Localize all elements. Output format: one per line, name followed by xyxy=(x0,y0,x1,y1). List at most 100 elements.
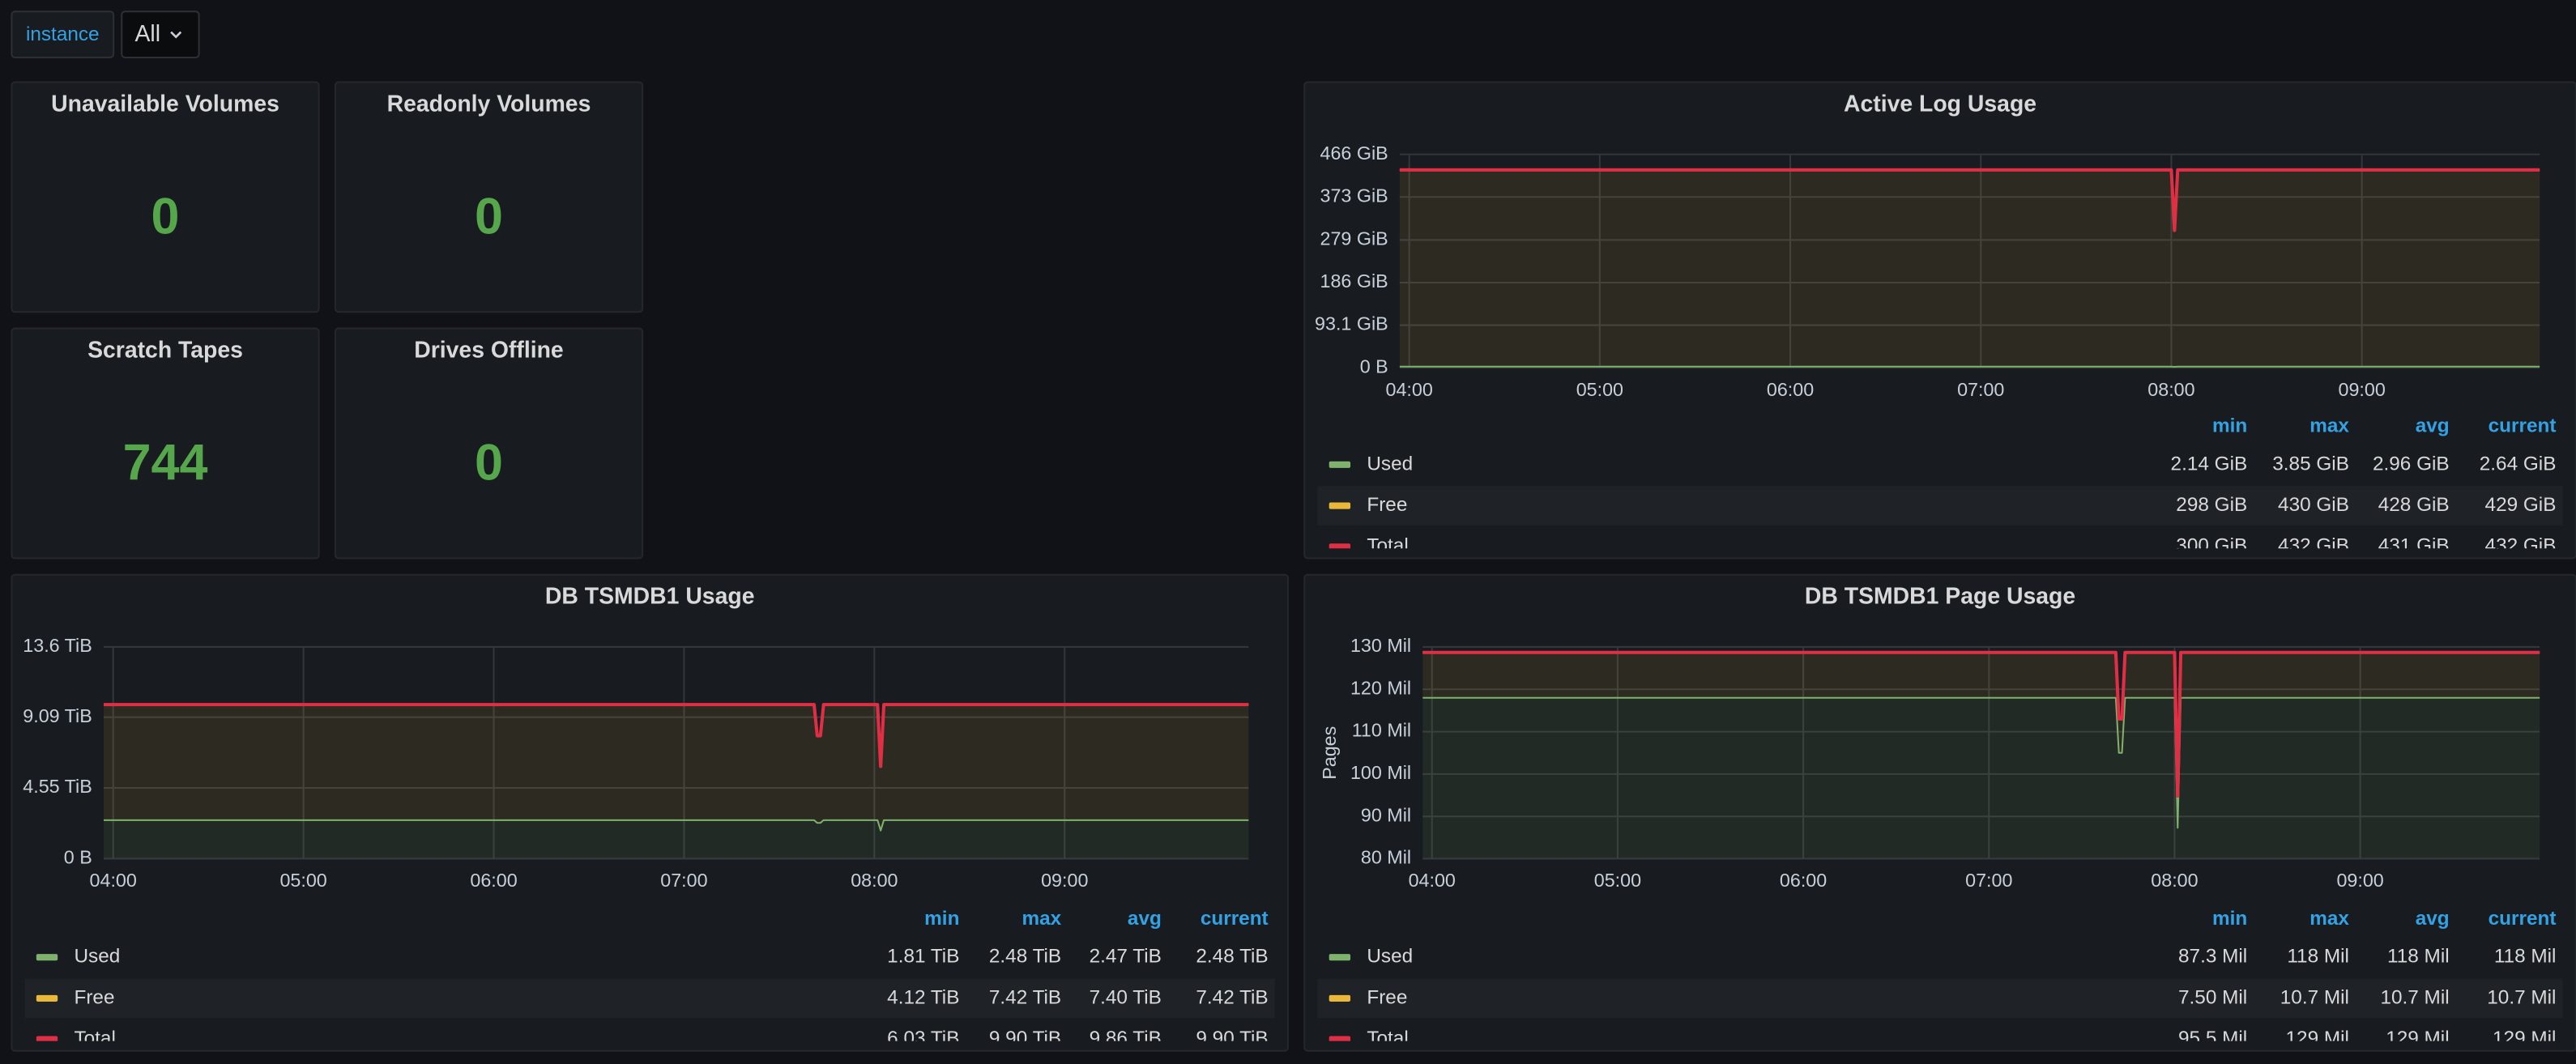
x-tick-label: 05:00 xyxy=(1576,379,1623,400)
legend-stat: 118 Mil xyxy=(2387,946,2450,968)
legend-stat: 428 GiB xyxy=(2378,494,2450,516)
y-tick-label: 120 Mil xyxy=(1350,677,1411,698)
legend-stat: 7.40 TiB xyxy=(1090,986,1162,1008)
panel-title: Scratch Tapes xyxy=(87,337,243,363)
legend-stat: 300 GiB xyxy=(2176,535,2247,557)
x-tick-label: 04:00 xyxy=(1385,379,1432,400)
y-tick-label: 100 Mil xyxy=(1350,762,1411,783)
legend-column-header: current xyxy=(2489,908,2557,930)
variable-dropdown[interactable] xyxy=(121,11,200,58)
x-tick-label: 07:00 xyxy=(1965,870,2012,891)
y-tick-label: 466 GiB xyxy=(1320,143,1388,164)
legend-column-header: avg xyxy=(2416,415,2450,437)
legend-column-header: min xyxy=(2212,415,2247,437)
y-tick-label: 373 GiB xyxy=(1320,185,1388,206)
legend-stat: 87.3 Mil xyxy=(2178,946,2247,968)
legend-row: Used 2.14 GiB 3.85 GiB 2.96 GiB 2.64 GiB xyxy=(1329,453,2556,475)
area-fill xyxy=(1399,170,2540,368)
legend-name: Used xyxy=(74,946,120,968)
legend-stat: 7.50 Mil xyxy=(2178,986,2247,1008)
legend-stat: 9.90 TiB xyxy=(1196,1028,1268,1049)
legend-name: Total xyxy=(1367,1028,1408,1049)
legend-row: Used 87.3 Mil 118 Mil 118 Mil 118 Mil xyxy=(1329,946,2557,968)
x-tick-label: 08:00 xyxy=(2151,870,2198,891)
legend-swatch xyxy=(1329,502,1351,509)
area-fill xyxy=(1422,697,2540,859)
stat-value: 0 xyxy=(475,434,503,491)
series-line xyxy=(1399,168,2540,232)
y-tick-label: 186 GiB xyxy=(1320,270,1388,292)
panel-title: Active Log Usage xyxy=(1844,91,2036,117)
y-tick-label: 13.6 TiB xyxy=(23,635,92,656)
y-tick-label: 279 GiB xyxy=(1320,228,1388,249)
legend-stat: 129 Mil xyxy=(2493,1028,2556,1049)
panel-title: Unavailable Volumes xyxy=(51,91,279,117)
legend-stat: 7.42 TiB xyxy=(1196,986,1268,1008)
legend-row: Total 95.5 Mil 129 Mil 129 Mil 129 Mil xyxy=(1329,1028,2556,1049)
legend-stat: 118 Mil xyxy=(2287,946,2349,968)
x-tick-label: 09:00 xyxy=(1041,870,1088,891)
legend-swatch xyxy=(1329,543,1351,549)
variable-label: instance xyxy=(26,23,100,45)
x-tick-label: 05:00 xyxy=(1594,870,1641,891)
y-tick-label: 0 B xyxy=(1360,355,1388,377)
legend-stat: 298 GiB xyxy=(2176,494,2247,516)
legend-stat: 432 GiB xyxy=(2485,535,2557,557)
legend-stat: 129 Mil xyxy=(2386,1028,2449,1049)
legend-column-header: current xyxy=(1201,908,1269,930)
legend-name: Free xyxy=(1367,494,1407,516)
y-tick-label: 110 Mil xyxy=(1352,720,1411,741)
legend-row: Used 1.81 TiB 2.48 TiB 2.47 TiB 2.48 TiB xyxy=(36,946,1269,968)
legend-row: Total 6.03 TiB 9.90 TiB 9.86 TiB 9.90 TiB xyxy=(36,1028,1269,1049)
legend-column-header: min xyxy=(924,908,959,930)
legend-row-stripe xyxy=(1317,978,2563,1019)
y-tick-label: 80 Mil xyxy=(1361,847,1411,868)
legend-name: Used xyxy=(1367,946,1413,968)
area-fill xyxy=(103,704,1249,831)
legend-name: Used xyxy=(1367,453,1413,475)
y-axis-label: Pages xyxy=(1319,726,1340,780)
x-tick-label: 08:00 xyxy=(851,870,898,891)
legend-stat: 10.7 Mil xyxy=(2487,986,2556,1008)
legend-swatch xyxy=(36,994,58,1002)
stat-value: 0 xyxy=(151,188,180,245)
x-tick-label: 07:00 xyxy=(1957,379,2004,400)
legend-column-header: current xyxy=(2489,415,2557,437)
legend-stat: 10.7 Mil xyxy=(2280,986,2349,1008)
y-tick-label: 130 Mil xyxy=(1350,635,1411,656)
legend-row: Free 298 GiB 430 GiB 428 GiB 429 GiB xyxy=(1317,486,2563,526)
legend-swatch xyxy=(36,954,58,961)
y-tick-label: 90 Mil xyxy=(1361,804,1411,825)
area-fill xyxy=(1422,652,2540,828)
y-tick-label: 9.09 TiB xyxy=(23,705,92,726)
legend-stat: 432 GiB xyxy=(2278,535,2349,557)
x-tick-label: 06:00 xyxy=(470,870,517,891)
legend-stat: 9.86 TiB xyxy=(1090,1028,1162,1049)
variable-value[interactable]: All xyxy=(135,21,161,47)
legend-stat: 2.47 TiB xyxy=(1090,946,1162,968)
legend-row: Free 4.12 TiB 7.42 TiB 7.40 TiB 7.42 TiB xyxy=(24,978,1275,1019)
dropdown-chevron[interactable] xyxy=(170,31,182,39)
legend-stat: 10.7 Mil xyxy=(2380,986,2449,1008)
legend-column-header: max xyxy=(2309,415,2349,437)
x-tick-label: 06:00 xyxy=(1780,870,1827,891)
panel-title: Readonly Volumes xyxy=(387,91,591,117)
legend-stat: 3.85 GiB xyxy=(2272,453,2349,475)
legend-name: Free xyxy=(74,986,114,1008)
legend-stat: 95.5 Mil xyxy=(2178,1028,2247,1049)
legend-stat: 118 Mil xyxy=(2494,946,2557,968)
legend-stat: 2.48 TiB xyxy=(989,946,1061,968)
legend-column-header: max xyxy=(1021,908,1061,930)
legend-name: Free xyxy=(1367,986,1407,1008)
legend-row-stripe xyxy=(1317,486,2563,526)
legend-row: Total 300 GiB 432 GiB 431 GiB 432 GiB xyxy=(1329,535,2557,557)
x-tick-label: 07:00 xyxy=(660,870,707,891)
legend-swatch xyxy=(1329,461,1351,468)
y-tick-label: 0 B xyxy=(64,847,92,868)
legend-stat: 9.90 TiB xyxy=(989,1028,1061,1049)
series-line xyxy=(1422,650,2540,798)
series-line xyxy=(103,819,1249,832)
legend-stat: 1.81 TiB xyxy=(887,946,959,968)
